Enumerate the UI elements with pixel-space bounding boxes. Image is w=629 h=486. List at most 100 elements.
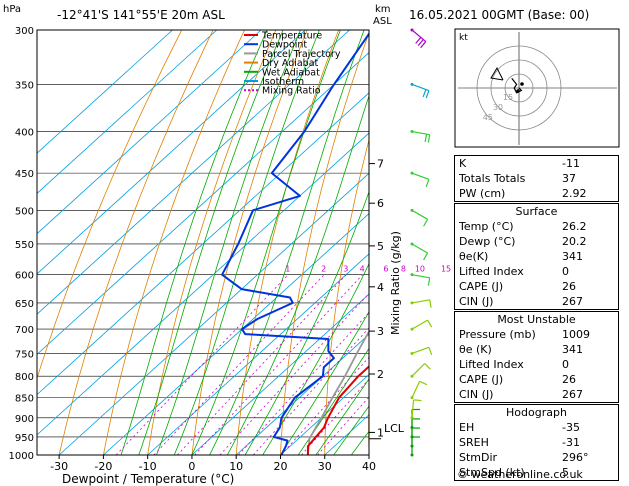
index-row: Pressure (mb) 1009 (455, 327, 618, 342)
mixing-ratio-label: 8 (401, 265, 406, 274)
index-name: Temp (°C) (459, 220, 514, 233)
isotherm (37, 30, 350, 315)
hodograph-indices-title: Hodograph (506, 406, 567, 419)
wind-barb-flag (415, 37, 422, 44)
wind-barb-base (410, 28, 414, 32)
mixing-ratio-line (238, 311, 369, 455)
wind-barb-flag (423, 219, 429, 227)
index-row: CAPE (J) 26 (455, 279, 618, 294)
mixing-ratio-line (177, 274, 347, 455)
wind-barb-base (410, 82, 414, 86)
dry-adiabat (103, 30, 245, 455)
mixing-ratio-label: 6 (383, 265, 388, 274)
index-row: EH -35 (455, 420, 618, 435)
isotherm (37, 30, 306, 275)
index-name: Lifted Index (459, 265, 524, 278)
index-value: 341 (562, 250, 583, 263)
indices-panel: K -11 Totals Totals 37 PW (cm) 2.92 Surface Tem… (454, 155, 619, 482)
isotherm (37, 132, 369, 436)
wind-barb-flag (420, 41, 427, 49)
surface-indices: Surface Temp (°C) 26.2 Dewp (°C) 20.2 θe(K) 34… (454, 203, 619, 310)
index-row: Lifted Index 0 (455, 357, 618, 372)
legend-label: Dewpoint (262, 40, 307, 51)
wind-barb-base (410, 242, 414, 246)
surface-indices-title: Surface (515, 205, 558, 218)
mixing-ratio-label: 10 (415, 265, 425, 274)
hodograph-ring-label: 45 (483, 113, 493, 122)
hodograph-indices: Hodograph EH -35 SREH -31 StmDir 296° StmSpd (k… (454, 404, 619, 481)
wind-barb-base (410, 444, 414, 448)
index-name: CIN (J) (459, 295, 494, 308)
temp-tick-label: -10 (139, 460, 157, 473)
wind-barb-flag (427, 277, 431, 286)
index-name: CAPE (J) (459, 373, 504, 386)
pressure-unit-label: hPa (3, 4, 21, 15)
index-value: 341 (562, 343, 583, 356)
legend-label: Wet Adiabat (262, 67, 320, 78)
pressure-tick-label: 1000 (9, 451, 34, 462)
wet-adiabat (209, 30, 365, 455)
dry-adiabat (191, 30, 308, 455)
wet-adiabat (173, 30, 320, 455)
km-unit-label: km (375, 4, 391, 15)
wind-barb-base (410, 435, 414, 439)
index-row: Totals Totals 37 (455, 171, 618, 186)
index-name: Totals Totals (459, 172, 526, 185)
pressure-tick-label: 450 (15, 169, 34, 180)
wind-barb-staff (411, 319, 428, 330)
index-name: EH (459, 421, 475, 434)
index-value: 0 (562, 265, 569, 278)
pressure-tick-label: 950 (15, 433, 34, 444)
mixing-ratio-line (194, 274, 363, 455)
isotherm (37, 30, 218, 194)
wind-barb-flag (422, 89, 427, 98)
index-value: -11 (562, 157, 580, 170)
location-label: -12°41'S 141°55'E 20m ASL (57, 8, 225, 22)
index-name: SREH (459, 436, 489, 449)
index-row: CIN (J) 267 (455, 387, 618, 402)
temp-tick-label: 10 (229, 460, 243, 473)
wind-barb-base (410, 453, 414, 457)
index-value: 2.92 (562, 187, 587, 200)
storm-motion-marker (490, 66, 504, 81)
pressure-tick-label: 600 (15, 271, 34, 282)
index-name: CAPE (J) (459, 280, 504, 293)
wet-adiabat (262, 262, 369, 455)
isotherm (235, 333, 369, 455)
temp-tick-label: 0 (188, 460, 195, 473)
wet-adiabat (138, 30, 284, 455)
mixing-ratio-line (219, 292, 369, 455)
index-value: -31 (562, 436, 580, 449)
index-name: Dewp (°C) (459, 235, 516, 248)
temp-tick-label: -30 (50, 460, 68, 473)
legend-label: Isotherm (262, 77, 304, 88)
pressure-tick-label: 300 (15, 26, 34, 37)
pressure-tick-label: 500 (15, 206, 34, 217)
index-value: 5 (562, 466, 569, 479)
temperature-line (306, 365, 369, 455)
index-name: StmSpd (kt) (459, 466, 525, 479)
index-value: 26 (562, 280, 576, 293)
index-value: 1009 (562, 328, 590, 341)
wet-adiabat (244, 190, 369, 455)
wet-adiabat (191, 30, 341, 455)
pressure-tick-label: 750 (15, 349, 34, 360)
wind-barb-flag (419, 380, 428, 386)
hodograph-ring (504, 73, 534, 103)
hodograph-ring-label: 30 (493, 103, 503, 112)
index-row: CAPE (J) 26 (455, 372, 618, 387)
hodograph-ring-label: 15 (503, 93, 513, 102)
wet-adiabat (297, 347, 369, 455)
wind-barb-flag (425, 179, 430, 188)
index-value: 267 (562, 388, 583, 401)
wind-barb-flag (413, 399, 422, 402)
km-tick-label: 7 (377, 158, 384, 171)
dry-adiabat (324, 138, 369, 455)
mixing-ratio-label: 15 (441, 265, 451, 274)
wind-barb-base (410, 130, 414, 134)
index-name: K (459, 157, 467, 170)
wind-barb-staff (411, 83, 430, 92)
wind-barb-flag (428, 347, 433, 356)
wind-barb-base (410, 374, 414, 378)
